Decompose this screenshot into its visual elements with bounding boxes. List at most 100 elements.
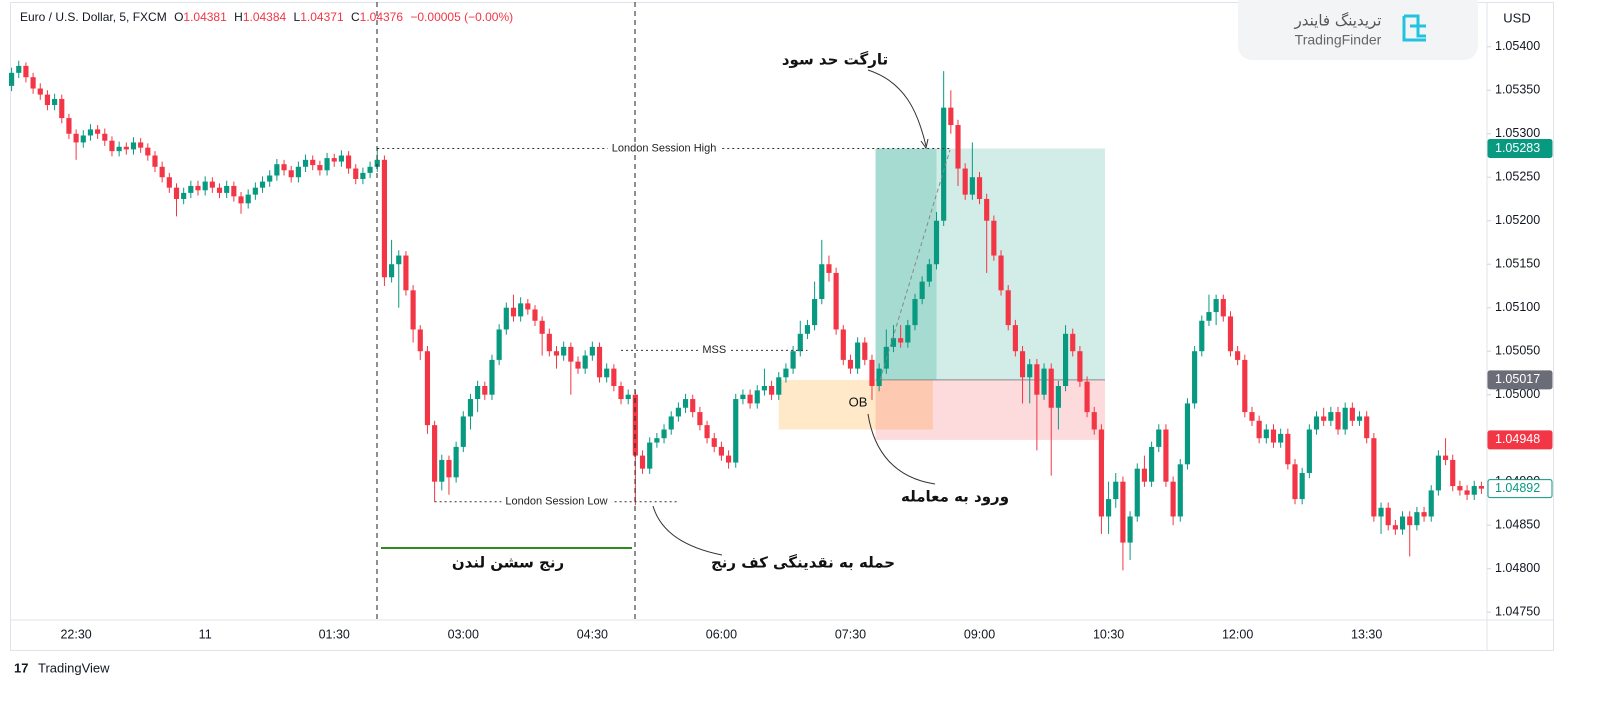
x-tick-label: 13:30 [1351,627,1382,641]
candle-body [424,351,431,426]
candle-body [432,425,438,482]
candle-body [482,386,488,395]
brand-name-fa: تریدینگ فایندر [1294,12,1382,30]
session-note: رنج سشن لندن [452,554,564,572]
candle-body [955,125,961,169]
candle-body [202,181,208,191]
candle-body [159,166,165,178]
level-label-bg [501,495,612,508]
candle-body [1392,525,1398,530]
candle-body [1034,364,1040,395]
candle-body [446,459,452,478]
candle-body [1005,290,1011,326]
y-tick-label: 1.05050 [1495,344,1540,358]
candle-body [589,346,595,356]
candle-body [812,299,818,326]
candle-body [1177,464,1183,517]
y-tick-label: 1.05400 [1495,39,1540,53]
candle-body [1062,333,1069,387]
price-tag-label: 1.04892 [1495,481,1540,495]
y-tick-label: 1.05150 [1495,257,1540,271]
brand-name-en: TradingFinder [1295,32,1382,48]
candle-body [596,346,603,378]
price-tag [1487,370,1553,390]
candle-body [324,158,330,171]
candle-body [1292,464,1298,500]
candle-body [747,394,753,404]
candle-body [1105,499,1112,517]
candle-body [1349,407,1355,421]
currency: USD [1503,10,1530,25]
candle-body [460,416,466,447]
readout-value: 1.04376 [360,10,404,24]
candle-body [302,159,309,167]
candle-body [216,187,223,193]
candle-body [919,281,925,300]
candle-body [1435,455,1441,491]
candle-body [941,107,947,221]
candle-body [209,181,215,188]
candle-body [1098,429,1104,517]
candle-body [1091,412,1097,430]
candle-body [876,368,882,387]
candle-body [403,255,409,291]
candle-body [639,455,646,469]
entry-note: ورود به معامله [901,488,1009,506]
currency-box [1492,8,1542,30]
candle-body [1070,333,1076,352]
candle-body [317,165,323,171]
y-tick-label: 1.04750 [1495,604,1540,618]
candle-body [561,346,567,356]
candle-body [1120,481,1126,543]
candle-body [1399,516,1406,530]
candle-body [1220,299,1226,317]
trade-path [879,149,951,381]
candle-body [797,333,803,352]
candle-body [95,129,101,134]
profit-zone-fill [875,148,937,380]
candle-body [604,368,610,378]
brand: تریدینگ فایندر TradingFinder [1238,0,1478,60]
footer: TradingView [38,660,110,675]
candle-body [618,386,624,400]
candle-body [711,438,717,447]
candle-body [281,164,287,171]
candle-body [776,377,782,395]
candle-body [1206,312,1212,321]
candle-body [453,446,459,478]
candle-body [933,220,940,265]
candle-body [374,159,380,167]
candle-body [826,264,832,273]
candle-body [761,386,768,391]
candle-body [898,338,904,343]
candle-body [733,399,739,463]
y-tick-label: 1.04800 [1495,561,1540,575]
candle-body [1421,512,1427,517]
candle-body [489,359,495,395]
x-tick-label: 22:30 [60,627,91,641]
candle-body [647,442,653,469]
candle-body [1407,516,1413,526]
candle-body [59,98,65,119]
candle-body [439,459,445,482]
candle-body [1313,416,1320,430]
candle-body [1306,429,1312,473]
liquidity-arrow [652,505,723,556]
candle-body [847,359,854,369]
level-label-bg [698,344,731,357]
candle-body [675,407,681,417]
candle-body [1335,412,1341,430]
candle-body [991,220,997,256]
candle-body [166,177,172,188]
candle-body [30,77,36,89]
candle-body [654,438,660,443]
candle-body [123,146,129,150]
candle-body [1170,481,1176,517]
candle-body [338,155,344,162]
candle-body [245,194,251,204]
candle-body [353,168,359,179]
liquidity-note: حمله به نقدینگی کف رنج [711,554,895,572]
readout-key: H [234,10,243,24]
candle-body [1041,368,1047,395]
